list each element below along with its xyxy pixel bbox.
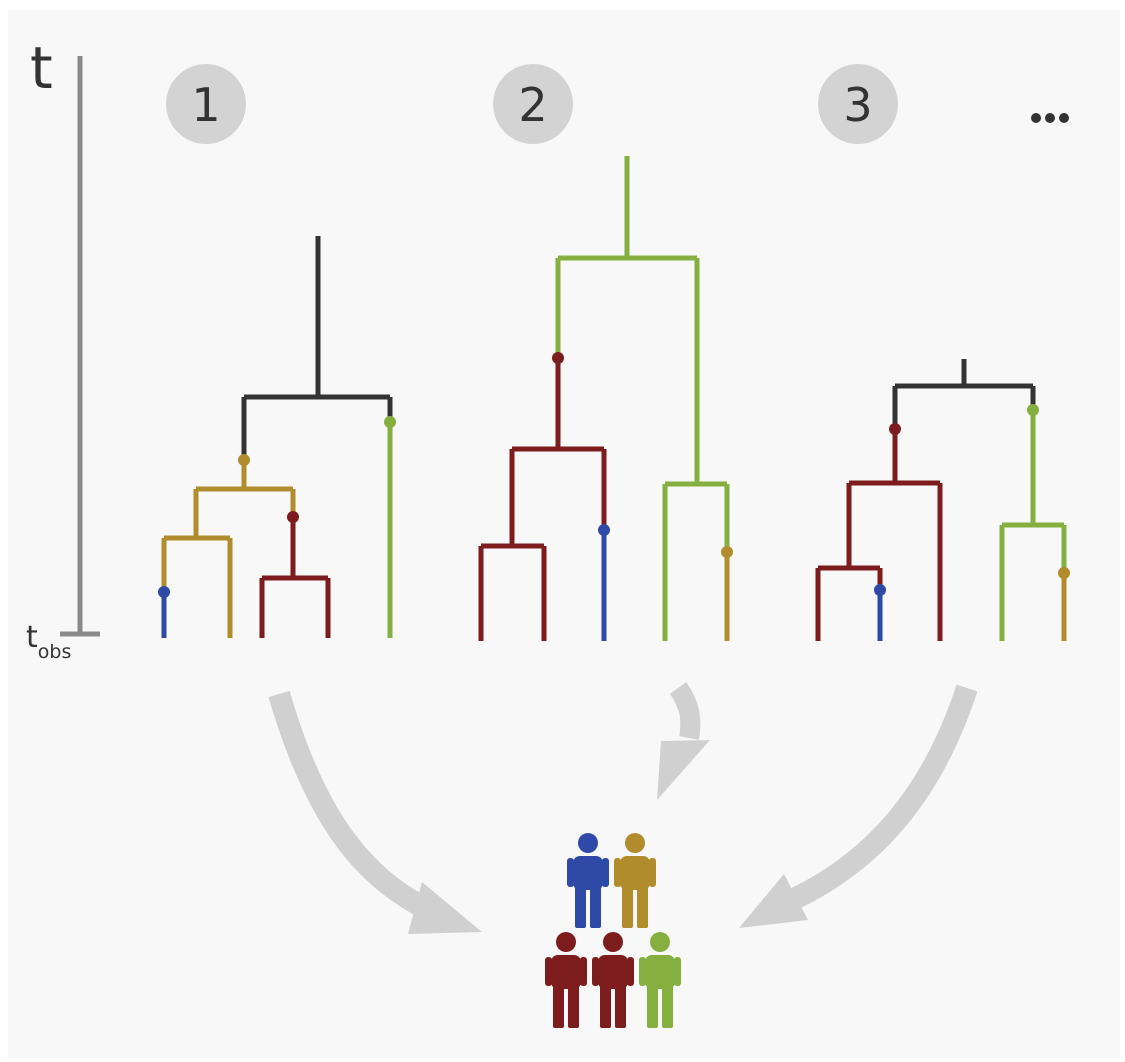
- person-icon-red: [545, 932, 587, 1028]
- badge-number: 3: [843, 78, 872, 132]
- branch-red: [815, 429, 943, 641]
- tree-3: [815, 359, 1070, 641]
- badge-number: 1: [191, 78, 220, 132]
- figure-background: [8, 10, 1120, 1058]
- migration-node-gold: [1058, 567, 1070, 579]
- person-icon-gold: [614, 833, 656, 928]
- branch-red: [259, 517, 331, 638]
- migration-node-green: [384, 416, 396, 428]
- branch-ancestral: [892, 359, 1036, 429]
- badge-circle: [166, 64, 246, 144]
- migration-node-green: [1027, 404, 1039, 416]
- aggregation-arrows: [268, 682, 978, 934]
- badge-circle: [818, 64, 898, 144]
- migration-node-blue: [158, 586, 170, 598]
- arrow-from-tree-2: [669, 682, 701, 740]
- branch-ancestral: [241, 236, 393, 460]
- tree-badge-3: 3: [818, 64, 898, 144]
- branch-gold: [161, 460, 296, 638]
- sampled-population: [545, 833, 681, 1028]
- ellipsis-dot: [1059, 113, 1069, 123]
- branch-green: [999, 410, 1067, 641]
- tree-1: [158, 236, 396, 638]
- migration-node-red: [889, 423, 901, 435]
- tree-badge-1: 1: [166, 64, 246, 144]
- migration-node-blue: [874, 584, 886, 596]
- ellipsis-dot: [1031, 113, 1041, 123]
- time-axis-label: t: [30, 34, 53, 102]
- time-axis: t tobs: [26, 34, 100, 663]
- branch-red: [478, 358, 607, 641]
- migration-node-red: [287, 511, 299, 523]
- migration-node-gold: [238, 454, 250, 466]
- arrow-from-tree-1-head: [408, 882, 482, 934]
- tree-2: [478, 156, 733, 641]
- badge-number: 2: [518, 78, 547, 132]
- tree-badge-2: 2: [493, 64, 573, 144]
- arrow-from-tree-2-head: [657, 740, 710, 800]
- person-icon-blue: [567, 833, 609, 928]
- arrow-from-tree-3-head: [739, 874, 808, 928]
- arrow-from-tree-1: [268, 690, 437, 922]
- branch-green: [555, 156, 730, 641]
- migration-node-gold: [721, 546, 733, 558]
- person-icon-green: [639, 932, 681, 1028]
- ellipsis-dot: [1045, 113, 1055, 123]
- person-icon-red: [592, 932, 634, 1028]
- observation-time-subscript: obs: [38, 641, 72, 663]
- migration-node-blue: [598, 524, 610, 536]
- more-trees-ellipsis: [1031, 113, 1069, 123]
- migration-node-red: [552, 352, 564, 364]
- arrow-from-tree-3: [791, 684, 978, 908]
- badge-circle: [493, 64, 573, 144]
- observation-time-label: tobs: [26, 620, 71, 663]
